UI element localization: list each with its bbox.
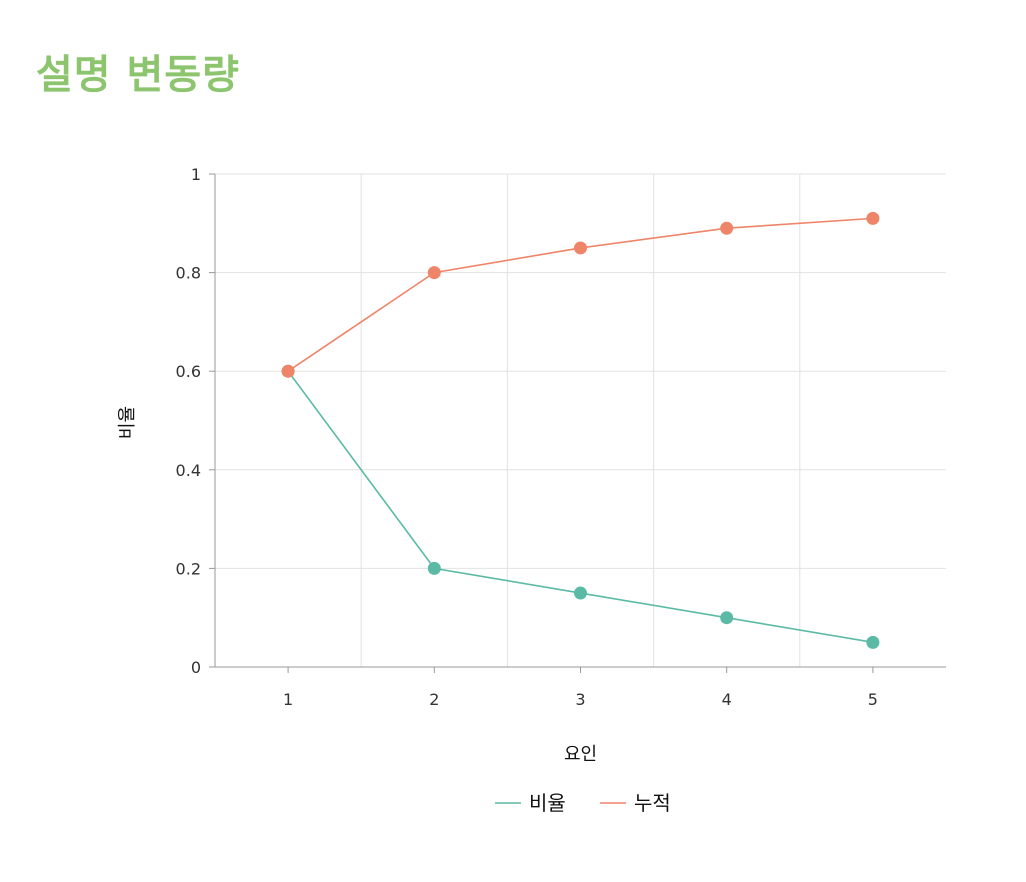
legend-label: 비율	[529, 791, 566, 815]
series-1	[281, 364, 880, 649]
y-axis-ticks: 0 0.2 0.4 0.6 0.8 1	[176, 165, 215, 677]
x-tick-label: 3	[575, 690, 585, 709]
data-point[interactable]	[427, 266, 441, 280]
x-tick-label: 5	[868, 690, 878, 709]
series-line	[287, 370, 874, 644]
x-tick-label: 2	[429, 690, 439, 709]
series-layer	[281, 211, 880, 649]
x-tick-label: 4	[722, 690, 732, 709]
y-tick-label: 0.4	[176, 461, 201, 480]
y-tick-label: 0.6	[176, 362, 201, 381]
series-2	[281, 211, 880, 378]
y-tick-label: 1	[191, 165, 201, 184]
legend-label: 누적	[634, 791, 671, 815]
data-point[interactable]	[866, 211, 880, 225]
data-point[interactable]	[720, 611, 734, 625]
data-point[interactable]	[427, 561, 441, 575]
grid-lines	[215, 173, 946, 667]
x-axis-ticks: 1 2 3 4 5	[283, 667, 878, 709]
legend-item[interactable]: 비율	[495, 791, 566, 815]
data-point[interactable]	[574, 586, 587, 600]
data-point[interactable]	[720, 221, 734, 235]
legend[interactable]: 비율 누적	[495, 791, 671, 815]
chart-title: 설명 변동량	[36, 52, 240, 98]
x-tick-label: 1	[283, 690, 293, 709]
data-point[interactable]	[281, 364, 295, 378]
series-line	[287, 217, 873, 372]
legend-item[interactable]: 누적	[600, 791, 671, 815]
y-tick-label: 0.8	[176, 264, 201, 283]
data-point[interactable]	[866, 635, 880, 649]
data-point[interactable]	[574, 241, 587, 255]
y-tick-label: 0	[191, 658, 201, 677]
y-tick-label: 0.2	[176, 559, 201, 578]
y-axis-title: 비율	[117, 406, 138, 439]
x-axis-title: 요인	[564, 744, 597, 765]
